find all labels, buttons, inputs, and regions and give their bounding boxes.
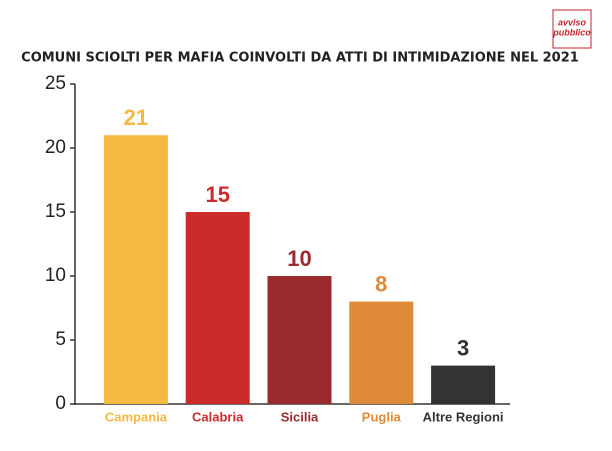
bar	[185, 212, 250, 404]
bar	[431, 365, 496, 404]
y-tick-label: 0	[55, 393, 66, 414]
y-tick-label: 20	[45, 137, 66, 158]
value-label: 3	[457, 335, 469, 360]
chart-title: COMUNI SCIOLTI PER MAFIA COINVOLTI DA AT…	[21, 51, 579, 66]
logo-text: avviso	[558, 17, 587, 27]
y-tick-label: 10	[45, 265, 66, 286]
bar	[103, 135, 168, 404]
y-tick-label: 25	[45, 73, 66, 94]
value-label: 15	[205, 182, 229, 207]
x-tick-label: Sicilia	[281, 409, 319, 424]
bar	[267, 276, 332, 404]
x-tick-label: Puglia	[362, 409, 402, 424]
bar	[349, 301, 414, 404]
y-tick-label: 5	[55, 329, 66, 350]
value-label: 8	[375, 271, 387, 296]
x-tick-label: Campania	[105, 409, 168, 424]
x-tick-label: Altre Regioni	[423, 409, 504, 424]
logo-text: pubblico	[552, 27, 591, 37]
value-label: 21	[124, 105, 148, 130]
value-label: 10	[287, 246, 311, 271]
y-tick-label: 15	[45, 201, 66, 222]
logo-box	[552, 9, 592, 49]
x-tick-label: Calabria	[192, 409, 244, 424]
